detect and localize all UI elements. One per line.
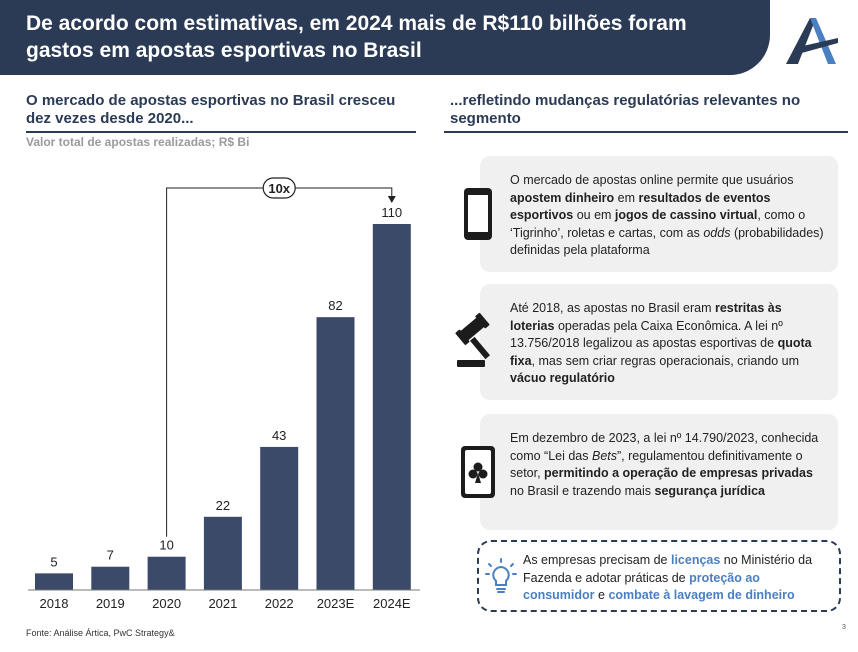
bar-2023E xyxy=(316,317,355,590)
card-lei-das-bets: Em dezembro de 2023, a lei nº 14.790/202… xyxy=(480,414,838,530)
callout-text: As empresas precisam de licenças no Mini… xyxy=(523,552,831,605)
page-title: De acordo com estimativas, em 2024 mais … xyxy=(26,12,687,62)
text-segment: , como o ‘Tigrinho’, roletas e cartas, c… xyxy=(510,208,806,240)
category-label: 2018 xyxy=(40,596,69,611)
right-subtitle: ...refletindo mudanças regulatórias rele… xyxy=(450,92,801,127)
growth-label: 10x xyxy=(268,181,290,196)
category-label: 2022 xyxy=(265,596,294,611)
company-logo xyxy=(786,18,838,64)
category-label: 2020 xyxy=(152,596,181,611)
right-divider xyxy=(444,131,848,133)
bar-value-label: 10 xyxy=(159,538,173,553)
gavel-icon xyxy=(455,312,491,367)
playing-card-icon xyxy=(461,446,495,498)
left-divider xyxy=(26,131,416,133)
text-segment: operadas pela Caixa Econômica. A lei nº … xyxy=(510,318,783,351)
card-text: O mercado de apostas online permite que … xyxy=(510,172,824,260)
bar-2020 xyxy=(147,556,186,590)
text-segment: As empresas precisam de xyxy=(523,553,671,567)
lightbulb-icon xyxy=(485,558,517,593)
category-label: 2019 xyxy=(96,596,125,611)
text-segment: no Brasil e trazendo mais xyxy=(510,483,655,498)
header-banner: De acordo com estimativas, em 2024 mais … xyxy=(0,0,770,75)
chart-caption: Valor total de apostas realizadas; R$ Bi xyxy=(26,135,250,149)
text-segment: proteção ao consumidor xyxy=(523,570,760,603)
card-text: Em dezembro de 2023, a lei nº 14.790/202… xyxy=(510,430,824,500)
smartphone-icon xyxy=(464,188,492,240)
text-segment: Em dezembro de 2023, a lei nº 14.790/202… xyxy=(510,431,819,463)
bar-2018 xyxy=(35,573,73,590)
growth-arrowhead xyxy=(387,196,396,203)
text-segment: quota fixa xyxy=(510,336,812,368)
text-segment: combate à lavagem de dinheiro xyxy=(608,588,795,602)
bar-value-label: 22 xyxy=(216,498,230,513)
bar-2024E xyxy=(372,224,411,590)
text-segment: O mercado de apostas online permite que … xyxy=(510,173,794,187)
card-online-betting: O mercado de apostas online permite que … xyxy=(480,156,838,272)
text-segment: licenças xyxy=(670,553,721,567)
bar-value-label: 82 xyxy=(328,298,342,313)
bar-value-label: 7 xyxy=(107,548,114,563)
left-subtitle: O mercado de apostas esportivas no Brasi… xyxy=(26,92,396,127)
text-segment: resultados de eventos esportivos xyxy=(510,190,771,223)
category-label: 2024E xyxy=(373,596,411,611)
source-note: Fonte: Análise Ártica, PwC Strategy& xyxy=(26,628,175,638)
category-label: 2021 xyxy=(208,596,237,611)
callout-box: As empresas precisam de licenças no Mini… xyxy=(477,540,841,612)
text-segment: em xyxy=(614,190,639,205)
card-regulation-2018: Até 2018, as apostas no Brasil eram rest… xyxy=(480,284,838,400)
text-segment: (probabilidades) definidas pela platafor… xyxy=(510,225,824,258)
text-segment: odds xyxy=(703,225,731,240)
bar-value-label: 5 xyxy=(50,554,57,569)
bar-2019 xyxy=(91,566,130,590)
text-segment: no Ministério da Fazenda e adotar prátic… xyxy=(523,553,813,585)
text-segment: , mas sem criar regras operacionais, cri… xyxy=(531,353,800,368)
text-segment: ”, regulamentou definitivamente o setor, xyxy=(510,448,803,481)
text-segment: jogos de cassino virtual xyxy=(614,208,758,222)
page-number: 3 xyxy=(842,624,846,631)
text-segment: Até 2018, as apostas no Brasil eram xyxy=(510,301,715,315)
category-label: 2023E xyxy=(317,596,355,611)
text-segment: permitindo a operação de empresas privad… xyxy=(544,466,813,480)
text-segment: segurança jurídica xyxy=(654,483,765,498)
bar-value-label: 43 xyxy=(272,428,286,443)
text-segment: apostem dinheiro xyxy=(510,190,615,205)
bets-volume-chart: 5 2018 7 2019 10 2020 22 2021 43 2022 82 2023E 110 20… xyxy=(28,177,420,611)
text-segment: Bets xyxy=(591,448,617,463)
bar-2021 xyxy=(203,516,242,590)
text-segment: restritas às loterias xyxy=(510,301,782,333)
bar-value-label: 110 xyxy=(381,205,402,220)
growth-badge xyxy=(262,177,296,199)
text-segment: ou em xyxy=(573,208,615,222)
bar-2022 xyxy=(260,446,299,590)
text-segment: vácuo regulatório xyxy=(510,371,615,385)
text-segment: e xyxy=(594,588,609,602)
card-text: Até 2018, as apostas no Brasil eram rest… xyxy=(510,300,824,388)
